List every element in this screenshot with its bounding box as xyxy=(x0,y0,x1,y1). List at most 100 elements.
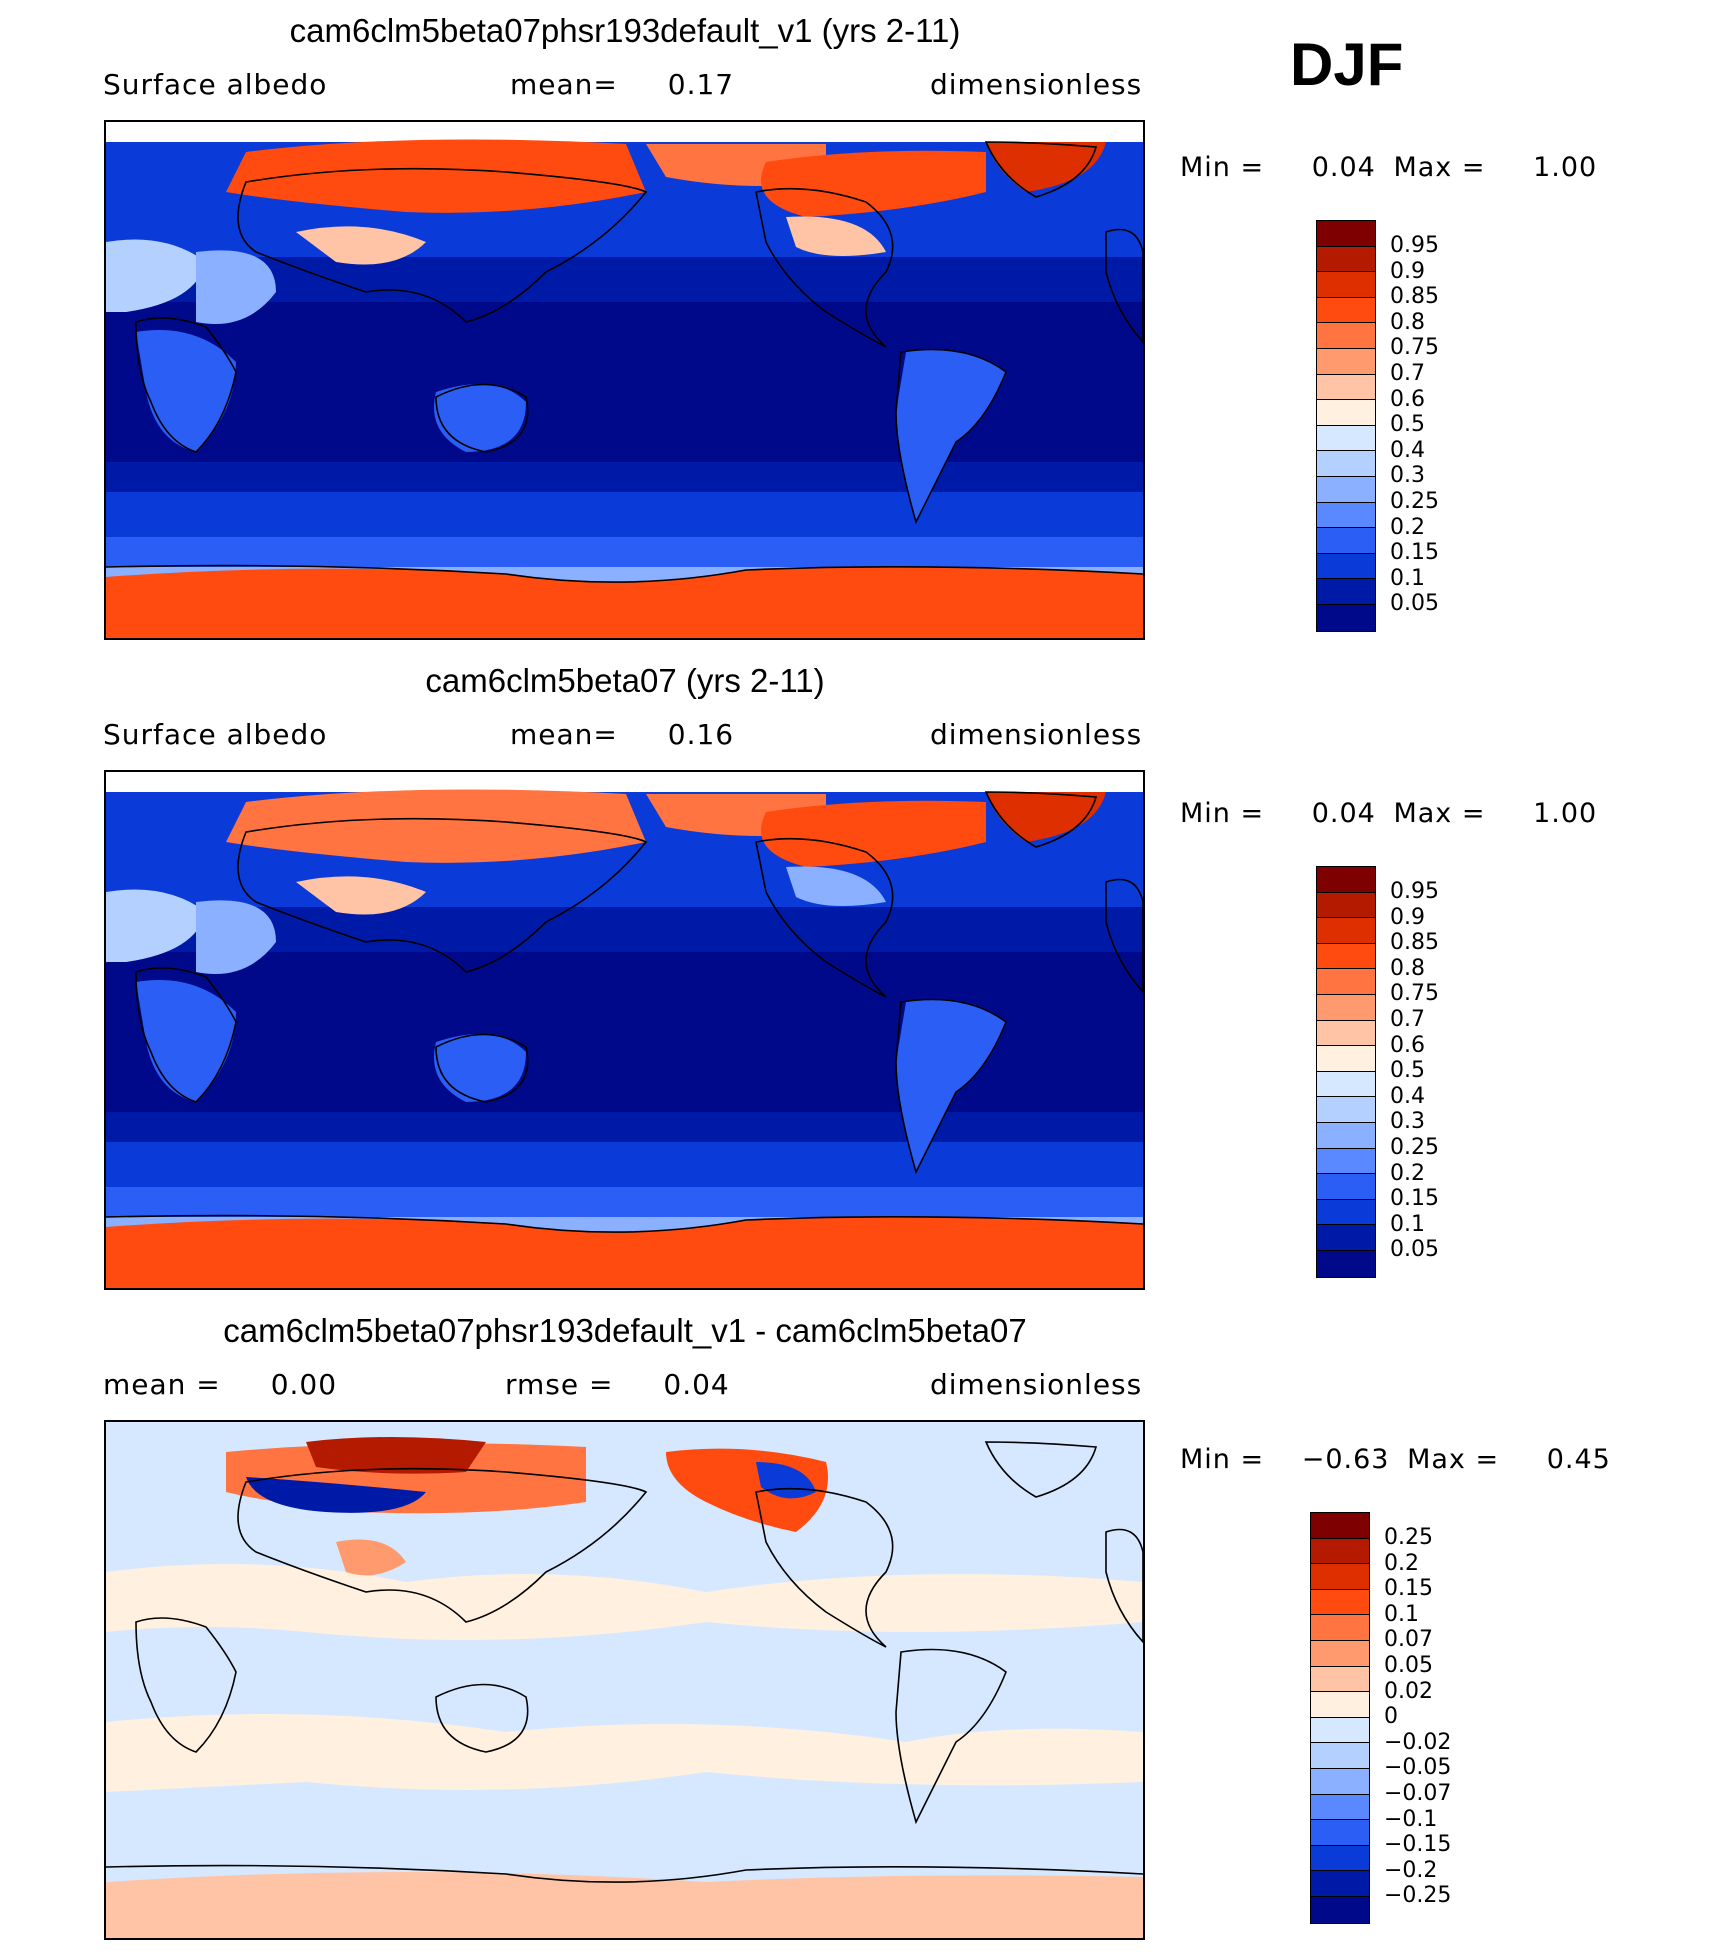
colorbar-swatch xyxy=(1317,1148,1375,1175)
colorbar-swatch xyxy=(1317,476,1375,503)
colorbar-swatch xyxy=(1317,553,1375,580)
colorbar-label: 0.75 xyxy=(1390,981,1439,1007)
colorbar-swatch xyxy=(1317,1199,1375,1226)
panel-3-min-label: Min = xyxy=(1180,1444,1265,1475)
colorbar-label: 0.15 xyxy=(1390,540,1439,566)
panel-1-mean-label: mean= xyxy=(510,68,618,101)
colorbar-label: 0.3 xyxy=(1390,1109,1425,1135)
panel-2-mean-label: mean= xyxy=(510,718,618,751)
colorbar-label: 0.2 xyxy=(1390,514,1425,540)
colorbar-swatch xyxy=(1311,1589,1369,1616)
panel-3-map-field xyxy=(106,1422,1143,1938)
colorbar-label: 0.75 xyxy=(1390,335,1439,361)
colorbar-swatch xyxy=(1317,994,1375,1021)
panel-3-rmse: rmse = 0.04 xyxy=(505,1368,730,1401)
colorbar-label: 0.1 xyxy=(1390,1211,1425,1237)
season-label: DJF xyxy=(1290,31,1404,98)
colorbar-swatch xyxy=(1317,221,1375,247)
colorbar-label: −0.05 xyxy=(1384,1755,1452,1781)
colorbar-label: −0.15 xyxy=(1384,1832,1452,1858)
colorbar-swatch xyxy=(1311,1717,1369,1744)
colorbar-label: −0.07 xyxy=(1384,1781,1452,1806)
panel-2-colorbar xyxy=(1316,866,1376,1278)
panel-2-mean-value: 0.16 xyxy=(667,718,735,751)
panel-2-colorbar-labels: 0.95 0.9 0.85 0.8 0.75 0.7 0.6 0.5 0.4 0… xyxy=(1390,881,1470,1281)
colorbar-label: 0.2 xyxy=(1384,1550,1419,1576)
colorbar-label: 0.1 xyxy=(1384,1601,1419,1627)
colorbar-swatch xyxy=(1317,604,1375,631)
panel-3-mean-label: mean = xyxy=(103,1368,221,1401)
panel-2-units: dimensionless xyxy=(930,718,1143,751)
colorbar-label: 0.25 xyxy=(1384,1525,1433,1550)
colorbar-label: 0.8 xyxy=(1390,309,1425,335)
panel-3-max-label: Max = xyxy=(1407,1444,1500,1475)
colorbar-label: −0.2 xyxy=(1384,1857,1438,1883)
panel-1-mean: mean= 0.17 xyxy=(510,68,734,101)
panel-2-max-value: 1.00 xyxy=(1533,798,1598,829)
panel-3-colorbar-labels: 0.25 0.2 0.15 0.1 0.07 0.05 0.02 0 −0.02… xyxy=(1384,1527,1474,1927)
colorbar-swatch xyxy=(1317,1174,1375,1200)
colorbar-swatch xyxy=(1317,451,1375,477)
colorbar-swatch xyxy=(1317,374,1375,401)
colorbar-swatch xyxy=(1317,400,1375,426)
colorbar-label: 0.15 xyxy=(1384,1576,1433,1602)
colorbar-swatch xyxy=(1317,272,1375,298)
colorbar-swatch xyxy=(1311,1615,1369,1641)
colorbar-label: 0.2 xyxy=(1390,1160,1425,1186)
colorbar-label: 0.85 xyxy=(1390,284,1439,310)
colorbar-swatch xyxy=(1317,969,1375,995)
panel-2-title: cam6clm5beta07 (yrs 2-11) xyxy=(425,662,825,699)
panel-3-colorbar xyxy=(1310,1512,1370,1924)
panel-3-mean: mean = 0.00 xyxy=(103,1368,337,1401)
colorbar-label: 0.4 xyxy=(1390,1083,1425,1109)
colorbar-swatch xyxy=(1317,502,1375,529)
colorbar-label: 0.95 xyxy=(1390,879,1439,904)
colorbar-swatch xyxy=(1317,892,1375,919)
colorbar-swatch xyxy=(1311,1896,1369,1923)
colorbar-swatch xyxy=(1317,1225,1375,1251)
colorbar-swatch xyxy=(1311,1538,1369,1565)
panel-3-max-value: 0.45 xyxy=(1546,1444,1611,1475)
colorbar-label: −0.02 xyxy=(1384,1729,1452,1755)
colorbar-swatch xyxy=(1311,1640,1369,1667)
panel-2-min-label: Min = xyxy=(1180,798,1265,829)
colorbar-swatch xyxy=(1311,1871,1369,1897)
colorbar-label: 0.8 xyxy=(1390,955,1425,981)
panel-1-colorbar xyxy=(1316,220,1376,632)
panel-2-minmax: Min = 0.04 Max = 1.00 xyxy=(1180,798,1597,829)
panel-3-title: cam6clm5beta07phsr193default_v1 - cam6cl… xyxy=(223,1312,1027,1349)
colorbar-label: 0.02 xyxy=(1384,1678,1433,1704)
colorbar-swatch xyxy=(1317,579,1375,605)
colorbar-label: −0.1 xyxy=(1384,1806,1438,1832)
colorbar-label: 0.7 xyxy=(1390,1007,1425,1032)
panel-3-rmse-value: 0.04 xyxy=(663,1368,730,1401)
colorbar-swatch xyxy=(1317,1250,1375,1277)
colorbar-swatch xyxy=(1311,1768,1369,1795)
colorbar-swatch xyxy=(1317,1097,1375,1123)
colorbar-label: 0.15 xyxy=(1390,1186,1439,1212)
colorbar-swatch xyxy=(1311,1666,1369,1693)
colorbar-label: 0.85 xyxy=(1390,930,1439,956)
colorbar-label: 0.9 xyxy=(1390,258,1425,284)
panel-1-variable-label: Surface albedo xyxy=(103,68,328,101)
colorbar-label: 0.25 xyxy=(1390,1135,1439,1160)
colorbar-label: 0.95 xyxy=(1390,233,1439,258)
colorbar-label: 0.05 xyxy=(1390,591,1439,617)
colorbar-label: 0.6 xyxy=(1390,386,1425,412)
colorbar-swatch xyxy=(1317,425,1375,452)
colorbar-swatch xyxy=(1317,246,1375,273)
colorbar-label: 0.05 xyxy=(1390,1237,1439,1263)
panel-1-map xyxy=(104,120,1145,640)
colorbar-swatch xyxy=(1317,1046,1375,1072)
colorbar-label: 0.5 xyxy=(1390,412,1425,438)
panel-1-mean-value: 0.17 xyxy=(667,68,735,101)
panel-3-mean-value: 0.00 xyxy=(270,1368,338,1401)
colorbar-swatch xyxy=(1317,297,1375,324)
colorbar-swatch xyxy=(1311,1564,1369,1590)
colorbar-swatch xyxy=(1311,1743,1369,1769)
colorbar-swatch xyxy=(1317,867,1375,893)
panel-1-min-label: Min = xyxy=(1180,152,1265,183)
colorbar-label: 0.5 xyxy=(1390,1058,1425,1084)
colorbar-label: −0.25 xyxy=(1384,1883,1452,1909)
colorbar-swatch xyxy=(1311,1513,1369,1539)
